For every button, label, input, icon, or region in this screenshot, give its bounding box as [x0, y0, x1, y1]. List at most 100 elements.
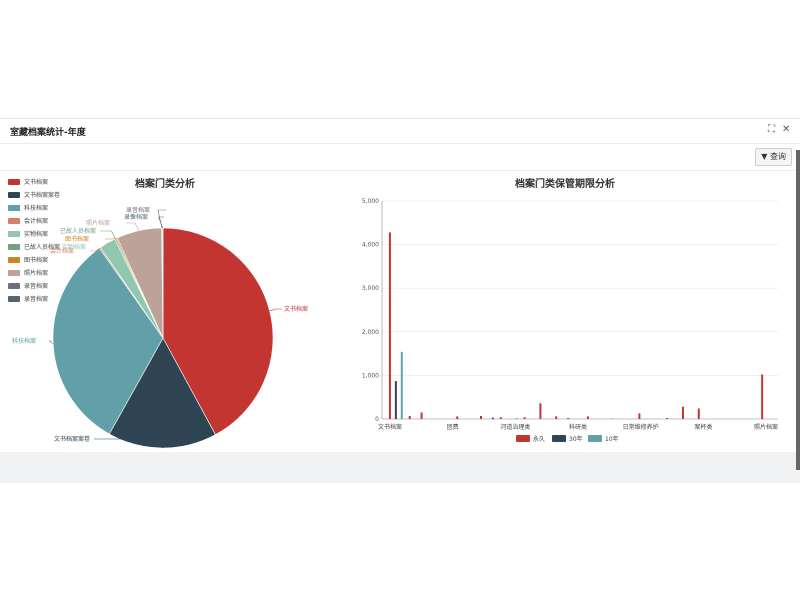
pie-slice-label: 图书档案: [65, 235, 89, 243]
filter-icon: ▼: [761, 152, 768, 161]
legend-label: 科技档案: [24, 205, 49, 212]
legend-label: 图书档案: [24, 257, 49, 264]
x-tick-label: 团费: [447, 423, 459, 431]
bar-legend-label: 10年: [605, 435, 619, 443]
legend-swatch: [8, 269, 20, 276]
pie-slice-label: 会计档案: [50, 247, 74, 255]
bar[interactable]: [523, 417, 526, 419]
bar[interactable]: [539, 403, 542, 419]
pie-label-leader: [94, 438, 163, 449]
dialog-title: 室藏档案统计-年度: [10, 128, 86, 138]
bar-chart-title: 档案门类保管期限分析: [515, 179, 615, 190]
x-tick-label: 照片档案: [754, 423, 778, 431]
y-tick-label: 1,000: [362, 372, 379, 379]
bar[interactable]: [610, 418, 613, 419]
legend-label: 录音档案: [24, 283, 49, 290]
pie-slice-label: 文书档案: [284, 305, 308, 313]
x-tick-label: 河道治理类: [500, 423, 530, 431]
bar[interactable]: [394, 381, 397, 419]
pie-slice-label: 照片档案: [86, 219, 110, 227]
y-tick-label: 4,000: [362, 242, 379, 249]
pie-legend-item[interactable]: 实物档案: [8, 227, 60, 240]
bar[interactable]: [480, 415, 482, 419]
legend-swatch: [8, 204, 20, 211]
y-tick-label: 0: [375, 416, 379, 423]
pie-slice-label: 录音档案: [126, 206, 150, 214]
bar[interactable]: [499, 417, 502, 419]
pie-legend-item[interactable]: 图书档案: [8, 253, 60, 266]
pie-label-leader: [158, 216, 164, 229]
y-tick-label: 2,000: [362, 329, 379, 336]
page-edge-bar: [796, 150, 800, 470]
y-tick-label: 3,000: [362, 285, 379, 292]
query-button-label: 查询: [770, 152, 786, 161]
legend-swatch: [8, 191, 20, 198]
bar[interactable]: [586, 416, 589, 419]
pie-legend-item[interactable]: 录音档案: [8, 292, 60, 305]
bar-legend-swatch[interactable]: [552, 435, 566, 442]
x-tick-label: 案杯类: [694, 423, 712, 431]
category-pie-panel: 档案门类分析 文书档案 文书档案案卷 科技档案 会计档案 实物档案 已故人员档案 图书档案照…: [0, 171, 330, 451]
legend-label: 实物档案: [24, 231, 49, 238]
legend-label: 会计档案: [24, 218, 49, 225]
pie-legend-item[interactable]: 文书档案: [8, 175, 60, 188]
y-tick-label: 5,000: [362, 198, 379, 205]
legend-label: 已故人员档案: [24, 244, 61, 251]
bar[interactable]: [697, 408, 700, 419]
bar[interactable]: [491, 417, 494, 419]
bar[interactable]: [638, 413, 641, 419]
pie-slice-label: 文书档案案卷: [54, 435, 90, 443]
pie-legend-item[interactable]: 照片档案: [8, 266, 60, 279]
bar[interactable]: [681, 406, 684, 419]
legend-swatch: [8, 230, 20, 237]
bar-legend-label: 永久: [533, 435, 545, 443]
dialog-titlebar: 室藏档案统计-年度 ⛶ ✕: [0, 119, 800, 144]
legend-swatch: [8, 243, 20, 250]
bar[interactable]: [400, 351, 403, 419]
bar-legend-swatch[interactable]: [588, 435, 602, 442]
pie-label-leader: [90, 247, 101, 252]
pie-slice-label: 录像档案: [124, 213, 148, 221]
pie-chart-title: 档案门类分析: [135, 179, 195, 190]
pie-legend-item[interactable]: 会计档案: [8, 214, 60, 227]
pie-legend-item[interactable]: 录音档案: [8, 279, 60, 292]
bar[interactable]: [388, 232, 391, 419]
pie-legend-item[interactable]: 科技档案: [8, 201, 60, 214]
bar[interactable]: [456, 416, 459, 419]
legend-swatch: [8, 282, 20, 289]
bar-legend-swatch[interactable]: [516, 435, 530, 442]
legend-swatch: [8, 295, 20, 302]
legend-swatch: [8, 178, 20, 185]
expand-icon[interactable]: ⛶: [768, 124, 775, 135]
bar[interactable]: [515, 418, 518, 419]
close-icon[interactable]: ✕: [782, 124, 791, 135]
bar[interactable]: [420, 412, 423, 419]
legend-swatch: [8, 256, 20, 263]
x-tick-label: 科研类: [569, 423, 587, 431]
pie-slice[interactable]: [52, 247, 164, 435]
bar[interactable]: [666, 418, 669, 419]
legend-label: 照片档案: [24, 270, 49, 277]
pie-legend-item[interactable]: 文书档案案卷: [8, 188, 60, 201]
pie-label-leader: [269, 308, 282, 312]
statistics-dialog: 室藏档案统计-年度 ⛶ ✕ ▼ 查询 档案门类分析 文书档案 文书档案案卷 科技档案…: [0, 118, 800, 483]
bar[interactable]: [761, 374, 764, 419]
pie-legend: 文书档案文书档案案卷 科技档案会计档案实物档案已故人员档案 图书档案照片档案录音档案…: [8, 175, 60, 305]
pie-chart: 文书档案文书档案案卷科技档案照片档案录音档案录像档案图书档案实物档案已故人员档案…: [12, 206, 308, 449]
bar[interactable]: [555, 416, 558, 419]
pie-slice-label: 实物档案: [62, 243, 86, 251]
retention-bar-panel: 档案门类保管期限分析 0 1,000 2,000 3,000 4,000 5,000 文书档…: [330, 171, 800, 451]
x-tick-label: 文书档案: [378, 423, 402, 431]
query-button[interactable]: ▼ 查询: [755, 148, 792, 166]
legend-swatch: [8, 217, 20, 224]
bar-legend-label: 30年: [569, 435, 583, 443]
bar[interactable]: [567, 418, 570, 419]
pie-legend-item[interactable]: 已故人员档案: [8, 240, 60, 253]
legend-label: 文书档案案卷: [24, 192, 61, 199]
legend-label: 文书档案: [24, 179, 49, 186]
bar[interactable]: [408, 415, 411, 419]
x-tick-label: 日常维修养护: [623, 423, 659, 431]
dialog-toolbar: ▼ 查询: [0, 144, 800, 171]
pie-slice-label: 科技档案: [12, 337, 36, 345]
pie-label-leader: [48, 340, 54, 345]
